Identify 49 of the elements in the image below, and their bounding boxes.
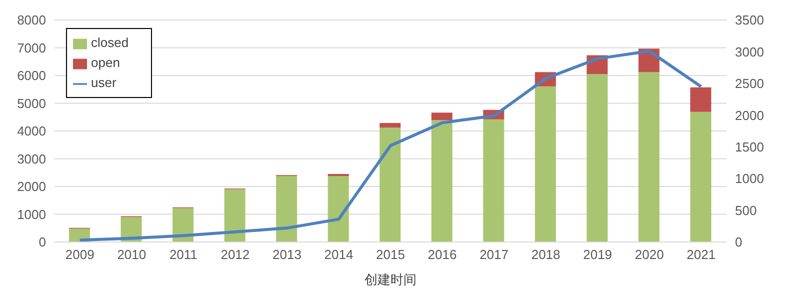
y-tick-label: 8000 [17, 12, 46, 28]
y2-tick-label: 2000 [735, 108, 764, 123]
y2-tick-label: 2500 [735, 76, 764, 92]
y2-tick-label: 500 [735, 202, 757, 218]
bar [172, 208, 194, 242]
bar [431, 112, 452, 120]
legend-label: open [91, 55, 120, 70]
y-tick-label: 3000 [17, 151, 46, 166]
x-tick-label: 2010 [117, 247, 146, 262]
y-tick-label: 2000 [17, 179, 46, 194]
y-tick-label: 5000 [17, 96, 46, 111]
y-tick-label: 4000 [17, 124, 46, 139]
bar [431, 120, 452, 242]
bar [380, 128, 401, 242]
y2-tick-label: 0 [735, 234, 742, 250]
x-tick-label: 2018 [531, 247, 560, 262]
legend-label: closed [91, 35, 129, 50]
x-tick-label: 2009 [65, 247, 94, 262]
x-tick-label: 2014 [324, 247, 354, 262]
y-tick-label: 1000 [17, 206, 46, 222]
bar [483, 119, 504, 242]
bar [690, 87, 712, 112]
x-tick-label: 2013 [272, 247, 302, 262]
bar [638, 72, 660, 242]
y-tick-label: 0 [38, 234, 46, 250]
bar [534, 86, 556, 242]
bar [586, 74, 608, 242]
x-tick-label: 2020 [634, 247, 664, 262]
x-tick-label: 2021 [686, 247, 716, 262]
x-tick-label: 2011 [169, 247, 198, 262]
y2-tick-label: 3000 [735, 44, 764, 60]
legend-label: user [91, 75, 116, 90]
y2-tick-label: 1000 [735, 171, 764, 186]
x-tick-label: 2015 [376, 247, 405, 262]
y2-tick-label: 1500 [735, 139, 764, 154]
bar [690, 112, 712, 242]
bar [276, 176, 298, 242]
y-tick-label: 6000 [17, 68, 46, 84]
x-tick-label: 2016 [428, 247, 457, 262]
x-axis-title: 创建时间 [364, 272, 416, 287]
line-series [78, 50, 703, 242]
y2-tick-label: 3500 [735, 12, 764, 28]
bar [328, 176, 349, 242]
bar [380, 122, 401, 128]
x-tick-label: 2012 [220, 247, 250, 262]
y-tick-label: 7000 [17, 40, 46, 56]
x-tick-label: 2017 [480, 247, 508, 262]
x-tick-label: 2019 [583, 247, 612, 262]
bar [224, 189, 246, 242]
